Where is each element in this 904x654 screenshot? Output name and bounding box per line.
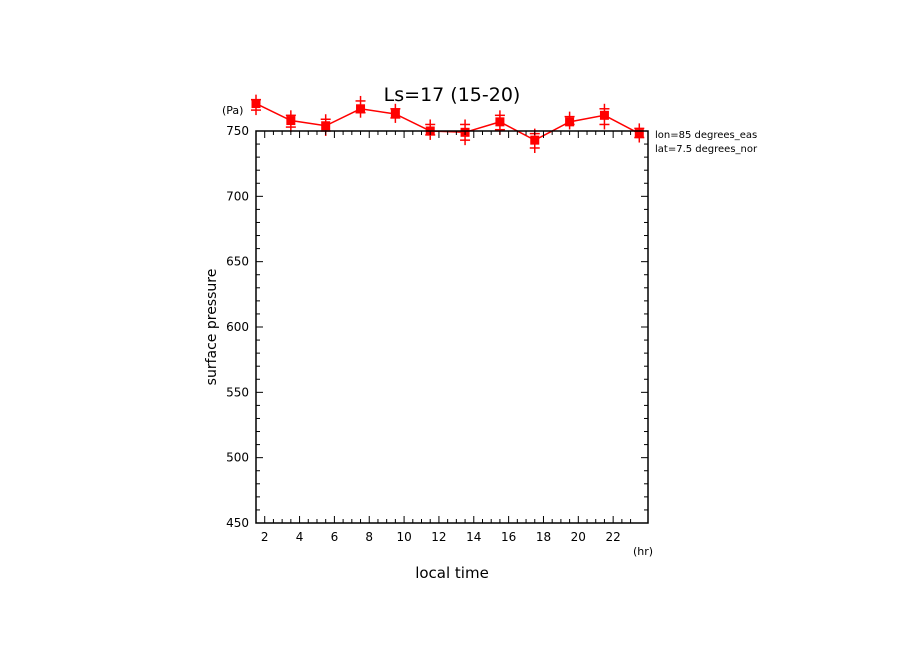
data-point <box>495 117 505 127</box>
data-point <box>634 129 644 139</box>
y-tick-label: 600 <box>226 320 249 334</box>
spread-marker <box>460 135 471 146</box>
data-point <box>356 104 366 114</box>
data-point <box>599 110 609 120</box>
data-point <box>251 99 261 109</box>
x-tick-label: 22 <box>606 530 621 544</box>
x-axis-label: local time <box>415 564 489 582</box>
y-tick-label: 550 <box>226 385 249 399</box>
x-tick-label: 10 <box>396 530 411 544</box>
y-axis-ticks: 450 500 550 600 650 700 750 <box>226 124 648 530</box>
x-tick-label: 20 <box>571 530 586 544</box>
chart-title: Ls=17 (15-20) <box>384 84 521 106</box>
data-point <box>390 109 400 119</box>
x-axis-unit: (hr) <box>633 545 653 558</box>
x-tick-label: 12 <box>431 530 446 544</box>
y-tick-label: 750 <box>226 124 249 138</box>
y-tick-label: 700 <box>226 189 249 203</box>
x-tick-label: 16 <box>501 530 516 544</box>
annotation-longitude: lon=85 degrees_eas <box>655 130 757 141</box>
x-tick-label: 14 <box>466 530 481 544</box>
data-point <box>286 116 296 126</box>
data-point <box>530 135 540 145</box>
spread-marker <box>599 119 610 130</box>
x-tick-label: 4 <box>296 530 304 544</box>
x-tick-label: 2 <box>261 530 269 544</box>
y-axis-unit: (Pa) <box>222 104 243 117</box>
y-tick-label: 450 <box>226 516 249 530</box>
x-tick-label: 8 <box>365 530 373 544</box>
x-axis-ticks: 2 4 6 8 10 12 14 16 18 20 22 <box>261 131 632 544</box>
annotation-latitude: lat=7.5 degrees_nor <box>655 144 758 155</box>
spread-marker <box>460 119 471 130</box>
plot-area-frame <box>255 130 649 524</box>
x-tick-label: 6 <box>331 530 339 544</box>
y-tick-label: 650 <box>226 255 249 269</box>
data-point <box>321 121 331 131</box>
data-point <box>565 117 575 127</box>
x-tick-label: 18 <box>536 530 551 544</box>
spread-marker <box>355 95 366 106</box>
y-tick-label: 500 <box>226 451 249 465</box>
spread-marker <box>529 142 540 153</box>
y-axis-label: surface pressure <box>204 269 220 386</box>
